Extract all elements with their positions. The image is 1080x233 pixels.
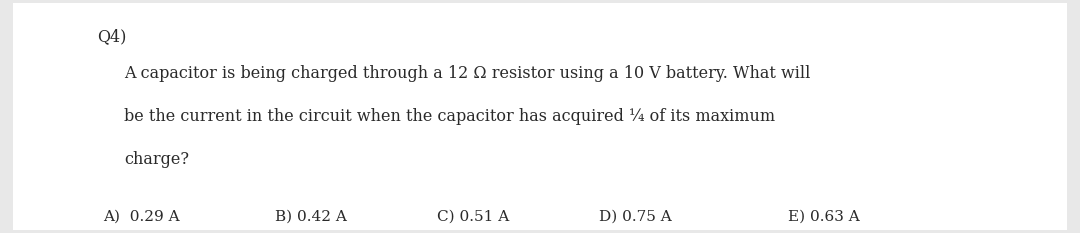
Text: C) 0.51 A: C) 0.51 A — [437, 210, 510, 224]
FancyBboxPatch shape — [13, 3, 1067, 230]
Text: A)  0.29 A: A) 0.29 A — [103, 210, 179, 224]
Text: be the current in the circuit when the capacitor has acquired ¼ of its maximum: be the current in the circuit when the c… — [124, 108, 775, 125]
Text: D) 0.75 A: D) 0.75 A — [599, 210, 672, 224]
Text: Q4): Q4) — [97, 28, 126, 45]
Text: A capacitor is being charged through a 12 Ω resistor using a 10 V battery. What : A capacitor is being charged through a 1… — [124, 65, 811, 82]
Text: E) 0.63 A: E) 0.63 A — [788, 210, 860, 224]
Text: B) 0.42 A: B) 0.42 A — [275, 210, 348, 224]
Text: charge?: charge? — [124, 151, 189, 168]
